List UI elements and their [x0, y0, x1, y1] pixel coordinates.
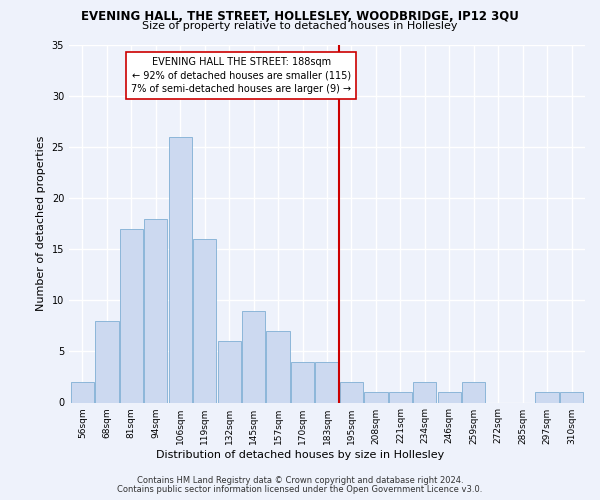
Bar	[169, 137, 192, 402]
Bar	[291, 362, 314, 403]
Text: Contains HM Land Registry data © Crown copyright and database right 2024.: Contains HM Land Registry data © Crown c…	[137, 476, 463, 485]
Bar	[120, 229, 143, 402]
Bar	[389, 392, 412, 402]
Bar	[71, 382, 94, 402]
Y-axis label: Number of detached properties: Number of detached properties	[36, 136, 46, 312]
Bar	[340, 382, 363, 402]
Text: Contains public sector information licensed under the Open Government Licence v3: Contains public sector information licen…	[118, 485, 482, 494]
Bar	[364, 392, 388, 402]
Bar	[462, 382, 485, 402]
Text: Distribution of detached houses by size in Hollesley: Distribution of detached houses by size …	[156, 450, 444, 460]
Bar	[144, 218, 167, 402]
Text: Size of property relative to detached houses in Hollesley: Size of property relative to detached ho…	[142, 21, 458, 31]
Bar	[437, 392, 461, 402]
Bar	[242, 310, 265, 402]
Bar	[193, 239, 217, 402]
Text: EVENING HALL THE STREET: 188sqm
← 92% of detached houses are smaller (115)
7% of: EVENING HALL THE STREET: 188sqm ← 92% of…	[131, 58, 352, 94]
Bar	[316, 362, 338, 403]
Bar	[95, 321, 119, 402]
Bar	[560, 392, 583, 402]
Bar	[218, 341, 241, 402]
Bar	[535, 392, 559, 402]
Bar	[266, 331, 290, 402]
Text: EVENING HALL, THE STREET, HOLLESLEY, WOODBRIDGE, IP12 3QU: EVENING HALL, THE STREET, HOLLESLEY, WOO…	[81, 10, 519, 23]
Bar	[413, 382, 436, 402]
